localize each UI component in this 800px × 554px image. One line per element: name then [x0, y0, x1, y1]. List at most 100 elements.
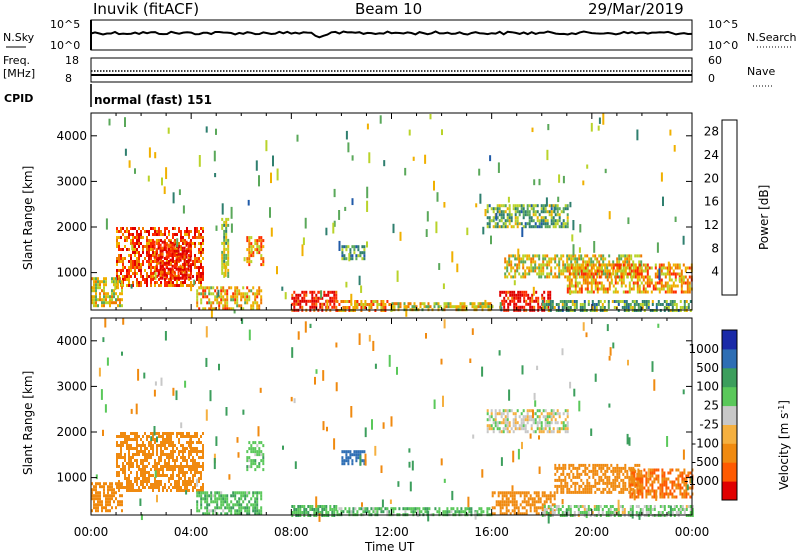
- data-cell: [549, 300, 552, 303]
- data-cell: [662, 266, 665, 270]
- data-cell: [501, 302, 504, 306]
- data-cell: [194, 459, 196, 462]
- data-cell: [101, 301, 103, 305]
- data-cell: [629, 495, 632, 499]
- data-cell: [623, 306, 626, 309]
- data-cell: [233, 309, 236, 314]
- data-cell: [347, 245, 350, 249]
- data-cell: [506, 216, 509, 220]
- data-cell: [180, 471, 182, 474]
- data-cell: [311, 505, 314, 508]
- data-cell: [543, 505, 546, 508]
- data-cell: [584, 469, 587, 473]
- data-cell: [124, 230, 126, 233]
- data-cell: [554, 472, 557, 476]
- data-cell: [631, 480, 634, 484]
- data-cell: [512, 254, 515, 258]
- data-cell: [486, 409, 489, 413]
- data-cell: [532, 254, 535, 258]
- data-cell: [604, 487, 607, 491]
- data-cell: [176, 233, 178, 236]
- data-cell: [598, 269, 601, 273]
- data-cell: [262, 453, 265, 457]
- data-cell: [662, 287, 665, 291]
- data-cell: [175, 276, 178, 280]
- data-cell: [115, 301, 117, 305]
- data-cell: [584, 278, 587, 282]
- data-cell: [530, 424, 533, 428]
- data-cell: [198, 269, 200, 272]
- data-cell: [236, 286, 239, 290]
- data-cell: [200, 275, 202, 278]
- data-cell: [202, 248, 204, 251]
- data-cell: [558, 219, 561, 223]
- data-cell: [131, 244, 134, 251]
- beam-title: Beam 10: [355, 0, 422, 18]
- data-cell: [105, 280, 107, 284]
- data-cell: [547, 293, 550, 297]
- data-cell: [154, 227, 156, 230]
- data-cell: [214, 173, 217, 178]
- data-cell: [494, 225, 497, 229]
- data-cell: [380, 300, 383, 303]
- data-cell: [136, 474, 138, 477]
- data-cell: [99, 503, 101, 507]
- data-cell: [497, 162, 500, 173]
- data-cell: [390, 507, 393, 511]
- data-cell: [119, 292, 121, 296]
- data-cell: [196, 494, 199, 498]
- data-cell: [556, 210, 559, 214]
- data-cell: [126, 438, 128, 441]
- data-cell: [494, 409, 497, 413]
- data-cell: [309, 505, 312, 508]
- data-cell: [551, 508, 554, 511]
- data-cell: [113, 283, 115, 287]
- data-cell: [295, 299, 298, 303]
- data-cell: [597, 505, 600, 508]
- data-cell: [513, 305, 516, 309]
- data-cell: [604, 168, 607, 174]
- data-cell: [258, 286, 261, 290]
- data-cell: [410, 510, 413, 514]
- data-cell: [543, 290, 546, 294]
- data-cell: [670, 284, 673, 288]
- data-cell: [583, 306, 586, 309]
- data-cell: [341, 251, 344, 255]
- data-cell: [146, 281, 148, 284]
- data-cell: [584, 272, 587, 276]
- data-cell: [194, 245, 196, 248]
- data-cell: [192, 284, 194, 287]
- freq-tick-bottom: 8: [65, 72, 72, 85]
- data-cell: [95, 506, 97, 510]
- data-cell: [548, 210, 551, 214]
- data-cell: [132, 447, 134, 450]
- data-cell: [654, 263, 657, 267]
- data-cell: [492, 421, 495, 425]
- data-cell: [596, 269, 599, 273]
- data-cell: [200, 233, 202, 236]
- data-cell: [180, 435, 182, 438]
- data-cell: [223, 253, 226, 257]
- data-cell: [569, 201, 572, 208]
- data-cell: [206, 295, 209, 299]
- data-cell: [162, 435, 164, 438]
- data-cell: [223, 241, 226, 245]
- data-cell: [498, 219, 501, 223]
- data-cell: [202, 251, 204, 254]
- data-cell: [130, 266, 132, 269]
- data-cell: [570, 254, 573, 258]
- data-cell: [578, 266, 581, 270]
- data-cell: [146, 272, 148, 275]
- data-cell: [148, 233, 150, 236]
- data-cell: [196, 295, 199, 299]
- data-cell: [99, 283, 101, 287]
- data-cell: [508, 260, 511, 264]
- data-cell: [623, 511, 626, 514]
- data-cell: [507, 196, 510, 203]
- data-cell: [507, 500, 510, 504]
- data-cell: [124, 477, 126, 480]
- data-cell: [180, 236, 182, 239]
- echo-region: [291, 290, 338, 312]
- data-cell: [651, 480, 654, 484]
- data-cell: [335, 290, 338, 294]
